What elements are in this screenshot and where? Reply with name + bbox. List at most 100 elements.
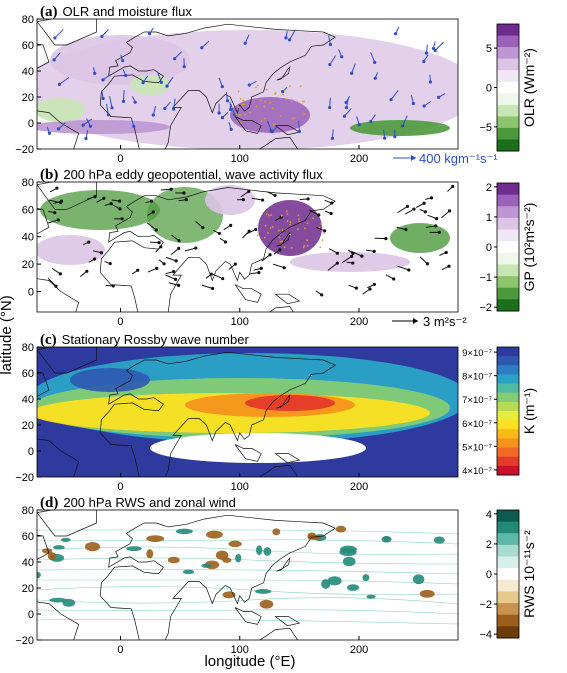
flux-arrow-head	[173, 277, 178, 281]
flux-arrow	[230, 103, 236, 115]
colorbar: 2 1 0 −1 −2 GP (10²m²s⁻²)	[479, 182, 537, 314]
rws-patch	[146, 549, 154, 559]
colorbar-tick-label: 0	[486, 242, 492, 254]
coastline	[234, 284, 262, 303]
significance-dot	[240, 121, 242, 124]
rws-patch	[259, 599, 274, 609]
flux-arrow-head	[435, 217, 439, 221]
y-tick-label: −20	[15, 144, 34, 156]
significance-dot	[272, 123, 275, 126]
flux-arrow	[212, 273, 223, 280]
rws-patch	[412, 574, 425, 585]
y-tick-label: −20	[15, 472, 34, 484]
panel-title-text: 200 hPa eddy geopotential, wave activity…	[63, 167, 323, 182]
y-tick-label: 40	[22, 66, 34, 78]
y-tick-label: 0	[28, 286, 34, 298]
rws-patch	[335, 525, 347, 533]
significance-dot	[264, 224, 267, 227]
flux-arrow	[240, 191, 250, 198]
colorbar-tick-label: 0	[486, 83, 492, 95]
rws-patch	[433, 536, 445, 544]
colorbar-tick-label: 8×10⁻⁷	[462, 372, 492, 383]
rws-patch	[272, 528, 281, 536]
gp-anomaly	[258, 200, 322, 256]
flux-arrow-head	[282, 266, 286, 270]
significance-dot	[290, 247, 293, 249]
flux-arrow-head	[217, 111, 221, 115]
rws-patch	[47, 552, 56, 561]
flux-arrow	[48, 199, 61, 204]
flux-arrow-head	[121, 58, 125, 63]
flux-arrow	[434, 41, 444, 51]
flux-arrow-head	[354, 286, 358, 290]
flux-arrow-head	[233, 262, 237, 266]
y-axis-label: latitude (°N)	[0, 295, 15, 374]
rws-patch	[347, 584, 360, 591]
colorbar-swatch	[497, 287, 519, 300]
colorbar-tick-label: 5×10⁻⁷	[462, 442, 492, 453]
flux-arrow-head	[247, 189, 251, 194]
x-tick-label: 200	[350, 644, 368, 656]
coastline	[37, 278, 80, 312]
significance-dot	[256, 234, 259, 237]
flux-arrow-head	[118, 207, 122, 211]
colorbar-tick-label: 7×10⁻⁷	[462, 395, 492, 406]
panel-title: (d) 200 hPa RWS and zonal wind	[40, 495, 236, 511]
flux-arrow-head	[172, 269, 176, 274]
colorbar-swatch	[497, 456, 519, 467]
flux-arrow-head	[229, 127, 233, 131]
y-tick-label: 0	[28, 609, 34, 621]
x-tick-label: 0	[117, 316, 123, 328]
significance-dot	[323, 232, 326, 235]
flux-arrow-head	[259, 266, 263, 270]
colorbar-swatch	[497, 579, 519, 592]
flux-arrow-head	[451, 184, 455, 189]
significance-dot	[270, 214, 273, 217]
flux-arrow	[122, 90, 125, 102]
rws-patch	[84, 542, 101, 552]
flux-arrow-head	[243, 41, 247, 45]
flux-arrow	[110, 203, 121, 210]
flux-arrow-head	[172, 107, 176, 111]
y-tick-label: 80	[22, 505, 34, 517]
x-tick-label: 200	[350, 481, 368, 493]
flux-arrow-head	[405, 204, 410, 209]
rws-patch	[307, 534, 322, 540]
flux-arrow	[47, 278, 57, 287]
flux-arrow	[370, 51, 376, 63]
olr-anomaly	[50, 35, 190, 85]
x-tick-label: 100	[231, 153, 249, 165]
x-tick-label: 0	[117, 644, 123, 656]
flux-arrow-head	[220, 85, 224, 89]
colorbar-swatch	[497, 626, 519, 639]
flux-arrow-head	[320, 293, 324, 297]
flux-arrow-head	[404, 228, 408, 232]
flux-arrow-head	[372, 282, 376, 287]
flux-arrow-head	[407, 268, 411, 272]
flux-arrow-head	[225, 99, 230, 103]
flux-arrow-head	[229, 223, 233, 227]
flux-arrow-head	[335, 261, 339, 265]
flux-arrow-head	[151, 113, 155, 117]
colorbar-swatch	[497, 81, 519, 94]
significance-dot	[285, 98, 288, 101]
flux-arrow	[425, 225, 436, 228]
flux-arrow-head	[136, 268, 140, 272]
flux-arrow-head	[177, 239, 181, 243]
colorbar-swatch	[497, 420, 519, 430]
rws-patch	[206, 530, 223, 539]
flux-arrow	[405, 208, 415, 215]
flux-arrow	[165, 274, 176, 280]
coastline	[37, 110, 80, 149]
colorbar-tick-label: −1	[479, 272, 492, 284]
flux-arrow-head	[389, 97, 393, 102]
significance-dot	[263, 236, 266, 239]
flux-arrow-head	[422, 59, 426, 64]
flux-arrow-head	[148, 32, 152, 36]
x-tick-label: 200	[350, 153, 368, 165]
y-tick-label: 0	[28, 118, 34, 130]
flux-arrow	[251, 197, 263, 201]
colorbar-tick-label: −2	[479, 302, 492, 314]
y-tick-label: 20	[22, 420, 34, 432]
